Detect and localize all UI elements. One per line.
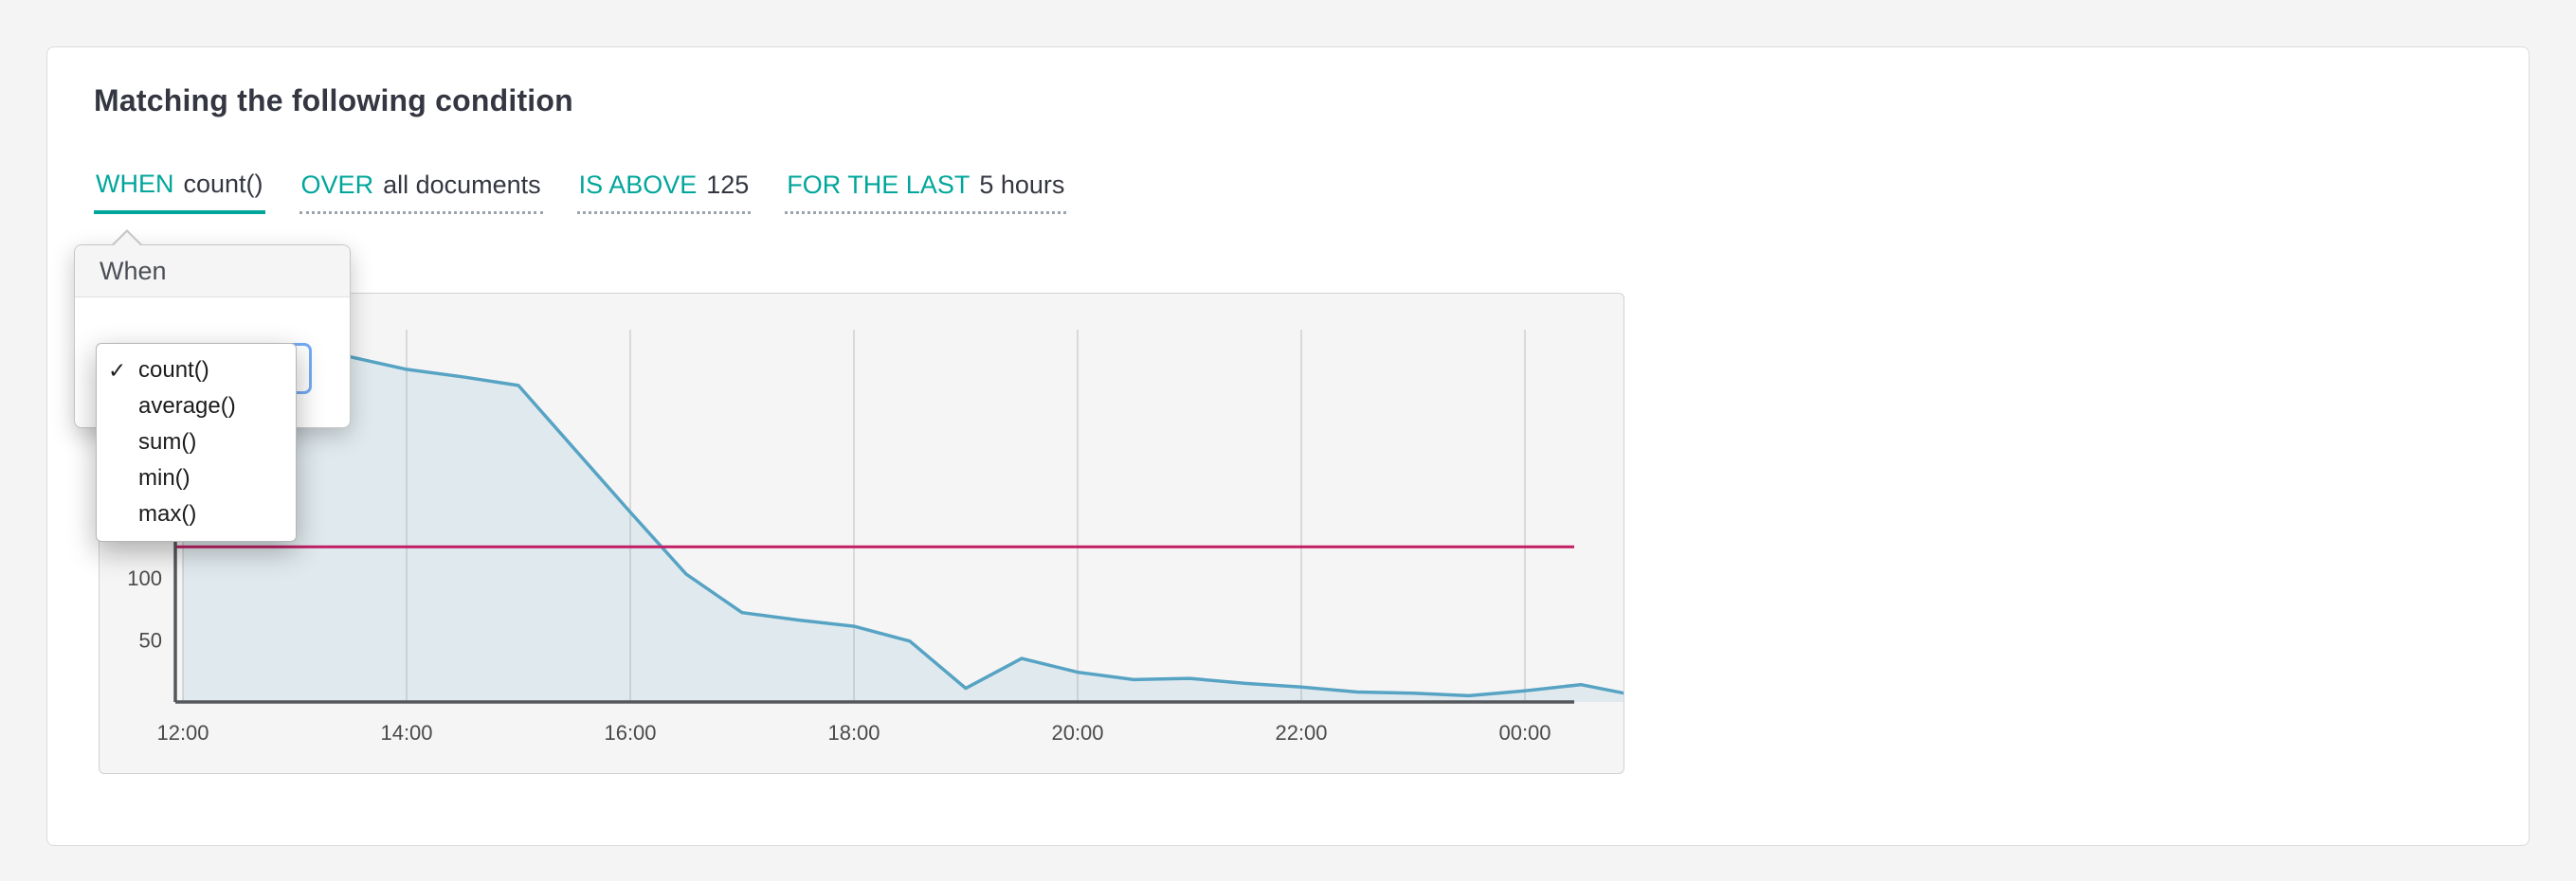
section-title: Matching the following condition: [94, 83, 573, 117]
condition-card-inner: Matching the following condition WHEN cou…: [47, 47, 2529, 845]
expression-over-value: all documents: [383, 171, 541, 199]
when-popover-title: When: [75, 245, 350, 297]
expression-timewindow-value: 5 hours: [979, 171, 1065, 199]
svg-text:00:00: 00:00: [1498, 721, 1551, 745]
aggregation-dropdown: ✓ count() average() sum() min() max(): [96, 343, 297, 542]
expression-when[interactable]: WHEN count(): [94, 170, 265, 214]
dropdown-option-label: count(): [138, 357, 209, 383]
svg-text:20:00: 20:00: [1051, 721, 1103, 745]
svg-text:16:00: 16:00: [604, 721, 656, 745]
dropdown-option[interactable]: max(): [97, 496, 296, 532]
svg-text:100: 100: [127, 566, 162, 590]
expression-threshold-value: 125: [706, 171, 750, 199]
expression-over[interactable]: OVER all documents: [299, 171, 543, 214]
svg-text:22:00: 22:00: [1275, 721, 1327, 745]
expression-when-keyword: WHEN: [96, 170, 174, 198]
condition-card: Matching the following condition WHEN cou…: [46, 46, 2530, 846]
expression-timewindow[interactable]: FOR THE LAST 5 hours: [785, 171, 1067, 214]
dropdown-option[interactable]: average(): [97, 388, 296, 424]
svg-text:50: 50: [139, 629, 162, 653]
expression-timewindow-keyword: FOR THE LAST: [787, 171, 971, 199]
svg-text:14:00: 14:00: [380, 721, 432, 745]
svg-text:12:00: 12:00: [156, 721, 209, 745]
expression-when-value: count(): [183, 170, 263, 198]
dropdown-option[interactable]: sum(): [97, 424, 296, 460]
dropdown-option-label: sum(): [138, 429, 197, 455]
dropdown-option[interactable]: ✓ count(): [97, 352, 296, 388]
dropdown-option-label: max(): [138, 501, 197, 527]
expression-over-keyword: OVER: [300, 171, 374, 199]
expression-row: WHEN count() OVER all documents IS ABOVE 12…: [94, 170, 2482, 214]
dropdown-option-label: min(): [138, 465, 190, 491]
expression-threshold[interactable]: IS ABOVE 125: [576, 171, 752, 214]
svg-text:18:00: 18:00: [827, 721, 880, 745]
expression-threshold-keyword: IS ABOVE: [578, 171, 698, 199]
chart-panel: 12:0014:0016:0018:0020:0022:0000:0002:00…: [99, 293, 1624, 774]
checkmark-icon: ✓: [108, 358, 127, 383]
dropdown-option[interactable]: min(): [97, 460, 296, 496]
dropdown-option-label: average(): [138, 393, 236, 419]
